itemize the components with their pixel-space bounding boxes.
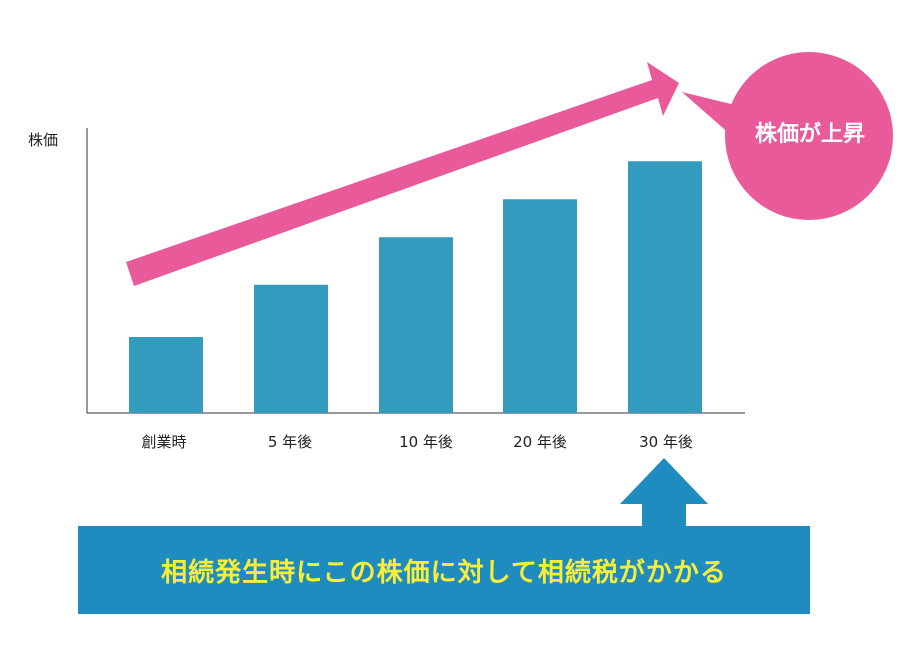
trend-arrow: [126, 62, 679, 286]
bar-3: [379, 237, 453, 413]
x-tick-labels: 創業時 5 年後 10 年後 20 年後 30 年後: [141, 433, 692, 451]
bar-4: [503, 199, 577, 413]
bubble-label: 株価が上昇: [754, 122, 865, 147]
up-arrow: [620, 458, 708, 528]
bar-1: [129, 337, 203, 413]
speech-bubble: [682, 52, 893, 220]
x-tick-label-4: 20 年後: [513, 433, 567, 451]
x-tick-label-2: 5 年後: [268, 433, 312, 451]
bar-2: [254, 284, 328, 413]
footer-banner: 相続発生時にこの株価に対して相続税がかかる: [78, 526, 810, 614]
x-tick-label-5: 30 年後: [639, 433, 693, 451]
x-tick-label-1: 創業時: [141, 433, 186, 451]
bars-group: [129, 161, 702, 413]
x-tick-label-3: 10 年後: [399, 433, 453, 451]
banner-text: 相続発生時にこの株価に対して相続税がかかる: [161, 557, 727, 588]
bar-5: [628, 161, 702, 413]
y-axis-label: 株価: [28, 131, 59, 149]
